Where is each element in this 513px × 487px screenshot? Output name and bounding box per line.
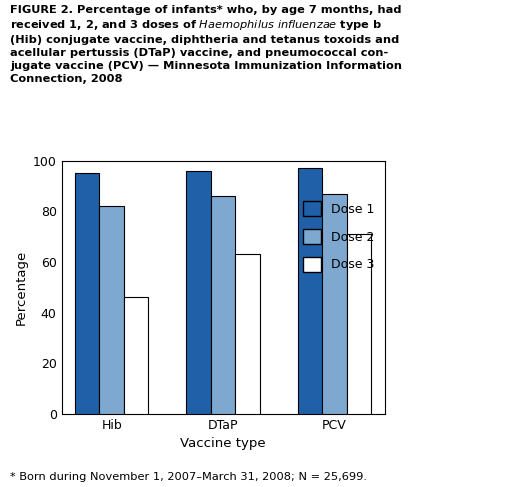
Legend: Dose 1, Dose 2, Dose 3: Dose 1, Dose 2, Dose 3 bbox=[299, 197, 379, 276]
X-axis label: Vaccine type: Vaccine type bbox=[181, 437, 266, 450]
Bar bbox=[100, 206, 124, 414]
Y-axis label: Percentage: Percentage bbox=[14, 250, 27, 325]
Bar bbox=[211, 196, 235, 414]
Bar bbox=[124, 298, 148, 414]
Bar bbox=[298, 169, 322, 414]
Bar bbox=[75, 173, 100, 414]
Text: FIGURE 2. Percentage of infants* who, by age 7 months, had
received 1, 2, and 3 : FIGURE 2. Percentage of infants* who, by… bbox=[10, 5, 402, 84]
Bar bbox=[347, 234, 371, 414]
Bar bbox=[235, 254, 260, 414]
Bar bbox=[186, 171, 211, 414]
Bar bbox=[322, 194, 347, 414]
Text: * Born during November 1, 2007–March 31, 2008; N = 25,699.: * Born during November 1, 2007–March 31,… bbox=[10, 472, 367, 482]
